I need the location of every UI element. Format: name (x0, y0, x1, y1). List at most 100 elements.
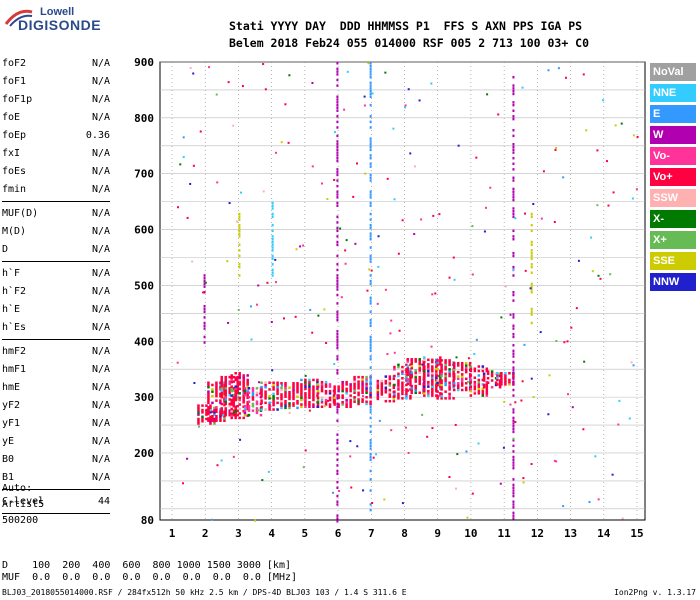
streak-point (512, 408, 515, 411)
echo-point (388, 399, 392, 403)
echo-point (234, 376, 237, 379)
echo-point (427, 394, 430, 397)
noise-point (596, 204, 599, 207)
echo-point (435, 376, 438, 379)
echo-point (369, 391, 372, 395)
echo-point (215, 385, 218, 389)
noise-point (530, 463, 533, 466)
streak-point (238, 235, 241, 238)
echo-point (328, 396, 332, 400)
noise-point (577, 259, 580, 262)
echo-point (316, 383, 320, 386)
echo-point (337, 396, 340, 400)
echo-point (215, 399, 218, 402)
echo-point (456, 370, 460, 374)
echo-point (392, 386, 396, 390)
echo-point (485, 367, 489, 371)
legend-item: Vo+ (650, 168, 696, 186)
echo-point (376, 395, 380, 398)
echo-point (439, 385, 442, 388)
streak-point (369, 377, 372, 381)
echo-point (423, 365, 426, 368)
echo-point (418, 364, 421, 368)
streak-point (512, 84, 515, 87)
echo-point (207, 419, 210, 422)
echo-point (392, 399, 396, 403)
streak-point (512, 274, 515, 277)
streak-point (271, 243, 274, 247)
streak-point (369, 321, 372, 325)
noise-point (539, 331, 542, 334)
noise-point (553, 221, 556, 224)
echo-point (236, 404, 239, 408)
param-row: h`Es N/A (2, 319, 110, 337)
echo-point (232, 393, 235, 397)
echo-point (215, 406, 218, 409)
noise-point (216, 181, 219, 184)
streak-point (336, 494, 339, 498)
streak-point (512, 129, 515, 132)
echo-point (312, 378, 315, 382)
streak-point (369, 447, 372, 450)
echo-point (397, 374, 400, 378)
noise-point (632, 364, 635, 367)
echo-point (341, 383, 344, 386)
noise-point (557, 67, 560, 70)
echo-point (224, 400, 227, 403)
echo-point (405, 383, 408, 387)
streak-point (369, 179, 372, 182)
echo-point (361, 387, 364, 390)
echo-point (308, 401, 311, 404)
echo-point (292, 388, 295, 392)
echo-point (228, 391, 231, 395)
echo-point (405, 363, 408, 367)
streak-point (369, 95, 372, 99)
streak-point (336, 411, 339, 414)
echo-point (452, 379, 455, 382)
noise-point (222, 414, 225, 417)
streak-point (512, 335, 515, 339)
echo-point (365, 378, 368, 381)
echo-point (397, 388, 400, 391)
echo-point (477, 392, 481, 395)
echo-point (292, 395, 295, 398)
echo-point (232, 413, 235, 417)
streak-point (336, 168, 339, 171)
x-tick-label: 13 (564, 527, 577, 540)
echo-point (431, 376, 434, 379)
noise-point (326, 197, 329, 200)
noise-point (524, 269, 527, 272)
echo-point (308, 396, 311, 400)
noise-point (323, 308, 326, 311)
streak-point (336, 98, 339, 101)
streak-point (369, 126, 372, 129)
echo-point (211, 394, 214, 398)
echo-point (440, 368, 443, 371)
echo-point (268, 401, 271, 405)
echo-point (288, 386, 291, 390)
noise-point (254, 519, 257, 522)
echo-point (219, 408, 222, 411)
streak-point (336, 520, 339, 523)
echo-point (481, 383, 485, 386)
echo-point (320, 405, 324, 408)
noise-point (512, 268, 515, 271)
echo-point (436, 374, 439, 378)
auto-artist: Artist5 (2, 499, 45, 510)
param-row: foEp 0.36 (2, 127, 110, 145)
echo-point (435, 369, 438, 373)
streak-point (336, 263, 339, 266)
streak-point (336, 140, 339, 143)
noise-point (256, 303, 259, 306)
noise-point (284, 103, 287, 106)
echo-point (444, 383, 447, 387)
noise-point (371, 502, 374, 505)
echo-point (397, 372, 400, 376)
echo-point (304, 403, 307, 406)
echo-point (410, 384, 413, 388)
echo-point (288, 393, 291, 396)
noise-point (628, 417, 631, 420)
echo-point (213, 408, 216, 412)
echo-point (224, 389, 227, 392)
echo-point (312, 387, 315, 391)
